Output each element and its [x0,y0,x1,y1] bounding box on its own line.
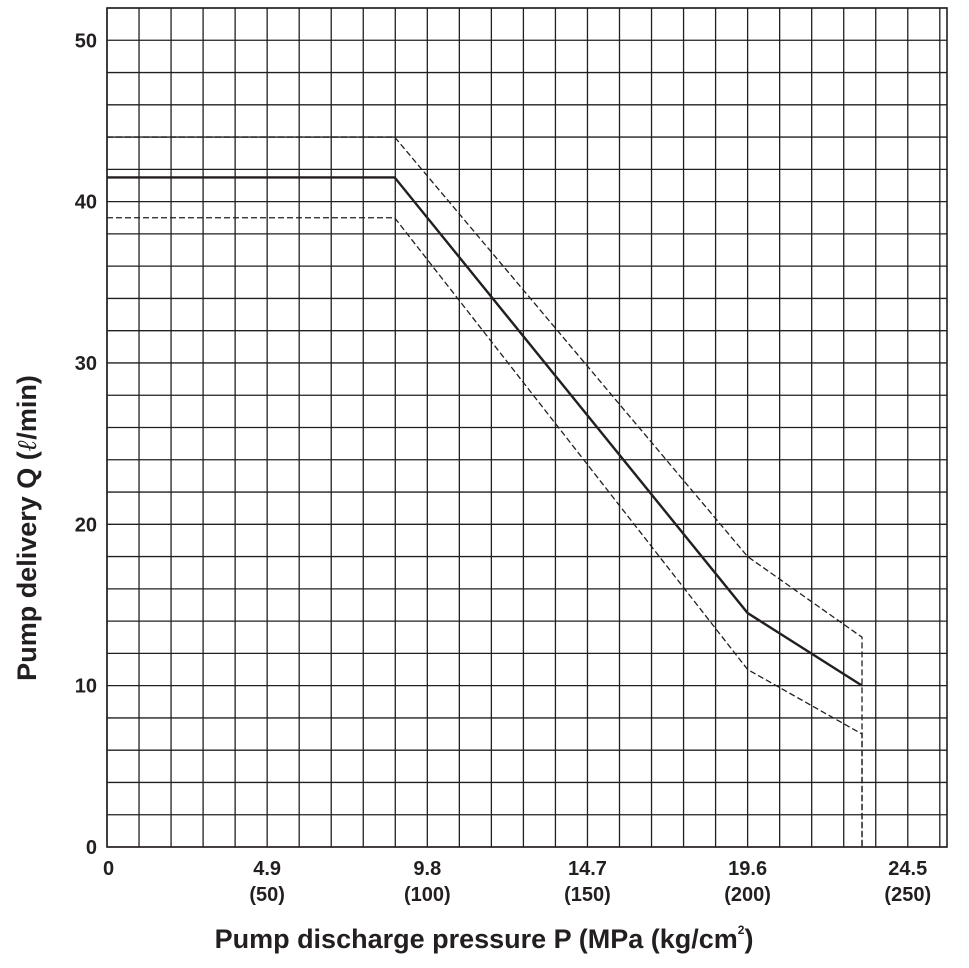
x-tick-label: 19.6 [728,858,767,880]
y-tick-label: 0 [86,837,97,859]
y-axis-title-suffix: /min) [12,375,42,440]
x-axis-title: Pump discharge pressure P (MPa (kg/cm2) [215,923,754,954]
series-nominal-line [107,176,863,687]
grid-lines [106,7,948,848]
x-axis-title-main: Pump discharge pressure P (MPa (kg/cm [215,924,738,954]
series-lines [107,136,863,847]
x-tick-sublabel: (250) [884,884,931,906]
x-tick-sublabel: (150) [564,884,611,906]
plot-frame [106,7,948,848]
y-tick-label: 40 [75,192,97,214]
x-axis-title-end: ) [744,924,753,954]
series-tolerance-line-1 [107,136,863,847]
x-tick-label: 9.8 [413,858,441,880]
y-tick-labels: 0 10 20 30 40 50 [75,30,97,859]
y-tick-label: 10 [75,676,97,698]
y-axis-title-symbol: ℓ [12,440,42,452]
y-tick-label: 30 [75,353,97,375]
x-axis-title-superscript: 2 [738,923,745,937]
x-tick-label: 14.7 [568,858,607,880]
y-tick-label: 50 [75,30,97,52]
x-tick-sublabel: (50) [249,884,285,906]
x-tick-labels: 0 4.9 (50) 9.8 (100) 14.7 (150) 19.6 (200) 24.5 (2… [103,858,931,906]
x-tick-label: 0 [103,858,114,880]
series-tolerance-line-2 [107,217,863,847]
x-tick-label: 24.5 [888,858,927,880]
y-axis-title: Pump delivery Q (ℓ/min) [12,375,42,681]
y-axis-title-prefix: Pump delivery Q ( [12,451,42,681]
x-tick-sublabel: (200) [724,884,771,906]
y-tick-label: 20 [75,514,97,536]
x-tick-label: 4.9 [253,858,281,880]
x-tick-sublabel: (100) [404,884,451,906]
